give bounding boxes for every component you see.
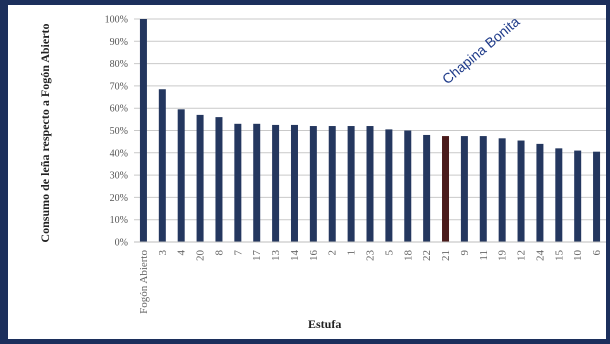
y-tick-label: 80%: [110, 59, 128, 70]
y-axis-label: Consumo de leña respecto a Fogón Abierto: [38, 23, 52, 243]
x-tick-label: 3: [157, 250, 169, 256]
bar-4: [177, 109, 185, 242]
x-tick-label: 17: [251, 250, 263, 262]
bar-18: [404, 130, 412, 242]
x-tick-label: 6: [591, 250, 603, 256]
bar-2: [328, 126, 336, 242]
bar-23: [366, 126, 374, 242]
bar-15: [555, 148, 563, 242]
bar-chart: 0% 10% 20% 30% 40% 50% 60% 70% 80% 90% 100% Fogón A…: [105, 15, 606, 314]
x-tick-label: 1: [346, 250, 358, 256]
x-axis-label: Estufa: [308, 317, 342, 331]
x-tick-label: 22: [421, 250, 433, 261]
bar-24: [536, 143, 544, 242]
x-tick-label: 14: [289, 250, 301, 262]
x-tick-label: 4: [176, 250, 188, 256]
x-tick-label: 24: [534, 250, 546, 262]
x-tick-label: 8: [213, 250, 225, 256]
x-tick-label: 23: [365, 250, 377, 262]
y-tick-label: 100%: [105, 15, 128, 26]
bar-19: [498, 138, 506, 242]
x-tick-label: 9: [459, 250, 471, 256]
bar-13: [272, 124, 280, 242]
x-tick-label: Fogón Abierto: [138, 250, 150, 314]
y-tick-label: 50%: [110, 126, 128, 137]
y-tick-label: 40%: [110, 148, 128, 159]
x-tick-label: 19: [497, 250, 509, 262]
bar-10: [574, 150, 582, 242]
bar-17: [253, 123, 261, 242]
x-tick-label: 10: [572, 250, 584, 262]
bar-6: [593, 151, 601, 242]
y-tick-label: 30%: [110, 171, 128, 182]
bar-7: [234, 123, 242, 242]
x-tick-label: 15: [553, 250, 565, 262]
bar-5: [385, 129, 393, 242]
bar-22: [423, 134, 431, 242]
y-tick-label: 10%: [110, 215, 128, 226]
x-tick-label: 5: [383, 250, 395, 256]
bar-20: [196, 114, 204, 242]
bar-12: [517, 140, 525, 242]
bar-14: [290, 124, 298, 242]
y-tick-label: 60%: [110, 104, 128, 115]
x-tick-label: 2: [327, 250, 339, 256]
x-tick-label: 11: [478, 250, 490, 261]
y-tick-label: 20%: [110, 193, 128, 204]
x-tick-label: 21: [440, 250, 452, 261]
bar-fogón-abierto: [139, 19, 147, 242]
bar-16: [309, 126, 317, 242]
chart-frame: 0% 10% 20% 30% 40% 50% 60% 70% 80% 90% 100% Fogón A…: [8, 5, 606, 339]
y-tick-label: 70%: [110, 81, 128, 92]
bar-1: [347, 126, 355, 242]
x-tick-label: 20: [195, 250, 207, 262]
x-tick-label: 16: [308, 250, 320, 262]
x-tick-label: 13: [270, 250, 282, 262]
bar-21: [442, 136, 450, 242]
bar-8: [215, 117, 223, 242]
x-tick-label: 12: [516, 250, 528, 261]
y-tick-label: 0%: [115, 238, 128, 249]
bar-9: [460, 136, 468, 242]
bar-11: [479, 136, 487, 242]
bar-3: [158, 89, 166, 243]
x-tick-label: 7: [232, 250, 244, 256]
x-tick-label: 18: [402, 250, 414, 262]
y-tick-label: 90%: [110, 37, 128, 48]
